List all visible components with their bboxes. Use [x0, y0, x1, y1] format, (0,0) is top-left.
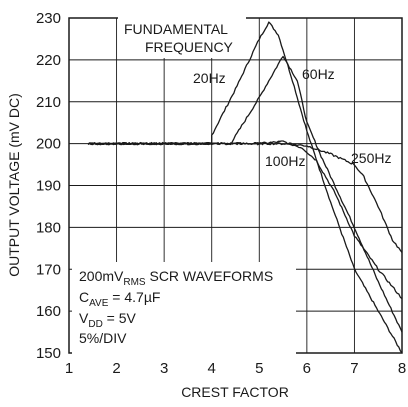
legend-line-1-sub: RMS	[123, 277, 146, 288]
legend-box-bg	[72, 262, 296, 356]
x-tick-label: 6	[303, 360, 311, 377]
legend-line-3-prefix: V	[79, 310, 89, 326]
fundamental-label-line2: FREQUENCY	[145, 39, 234, 55]
series-label-100hz: 100Hz	[265, 153, 305, 169]
legend-line-3: VDD = 5V	[79, 310, 137, 330]
y-tick-label: 200	[36, 136, 61, 153]
legend-line-3-sub: DD	[88, 319, 102, 330]
legend-line-2-sub: AVE	[89, 298, 109, 309]
y-tick-label: 180	[36, 219, 61, 236]
x-tick-label: 8	[398, 360, 406, 377]
legend-line-2: CAVE = 4.7µF	[79, 289, 160, 309]
y-tick-label: 210	[36, 94, 61, 111]
y-tick-label: 150	[36, 345, 61, 362]
y-tick-label: 190	[36, 178, 61, 195]
series-line-250hz	[87, 141, 403, 253]
legend-line-3-suffix: = 5V	[103, 310, 137, 326]
legend-line-2-suffix: = 4.7µF	[108, 289, 160, 305]
x-tick-label: 7	[350, 360, 358, 377]
fundamental-note-bg	[118, 14, 246, 58]
y-tick-label: 220	[36, 52, 61, 69]
x-axis-title: CREST FACTOR	[181, 384, 289, 400]
series-group	[87, 21, 403, 354]
x-tick-label: 2	[112, 360, 120, 377]
series-label-250hz: 250Hz	[351, 150, 391, 166]
tick-labels: 1 2 3 4 5 6 7 8 150 160 170 180 190 200 210 220 230	[36, 10, 406, 377]
legend-line-2-prefix: C	[79, 289, 89, 305]
x-tick-label: 1	[65, 360, 73, 377]
y-tick-label: 230	[36, 10, 61, 27]
legend-line-1: 200mVRMS SCR WAVEFORMS	[79, 268, 273, 288]
legend-line-4: 5%/DIV	[79, 330, 127, 346]
x-tick-label: 3	[160, 360, 168, 377]
fundamental-label-line1: FUNDAMENTAL	[124, 21, 228, 37]
x-tick-label: 5	[255, 360, 263, 377]
legend-line-1-suffix: SCR WAVEFORMS	[146, 268, 274, 284]
y-tick-label: 170	[36, 261, 61, 278]
series-label-20hz: 20Hz	[193, 70, 226, 86]
legend-line-1-prefix: 200mV	[79, 268, 124, 284]
x-tick-label: 4	[208, 360, 216, 377]
y-tick-label: 160	[36, 303, 61, 320]
series-label-60hz: 60Hz	[302, 66, 335, 82]
y-axis-title: OUTPUT VOLTAGE (mV DC)	[6, 93, 22, 277]
